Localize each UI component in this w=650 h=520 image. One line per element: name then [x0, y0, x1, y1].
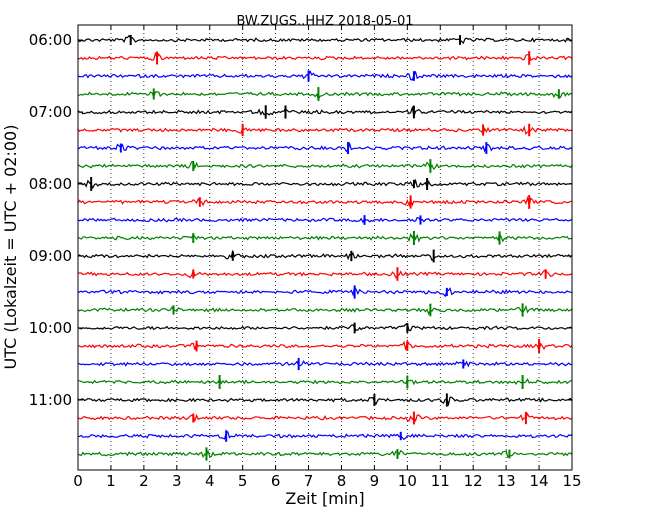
x-tick-label: 9 [370, 472, 380, 490]
x-tick-label: 8 [337, 472, 347, 490]
x-tick-labels: 0 1 2 3 4 5 6 7 8 9 10 11 12 13 14 15 [73, 472, 581, 490]
trace-1130 [77, 431, 573, 441]
x-tick-label: 7 [304, 472, 314, 490]
trace-0715 [77, 125, 573, 137]
y-axis-label: UTC (Lokalzeit = UTC + 02:00) [1, 125, 20, 370]
x-tick-label: 0 [73, 472, 83, 490]
y-tick-label: 10:00 [29, 319, 72, 337]
x-tick-label: 12 [464, 472, 483, 490]
x-tick-label: 11 [431, 472, 450, 490]
trace-0815 [77, 195, 573, 208]
trace-0700 [77, 105, 573, 119]
y-tick-label: 06:00 [29, 31, 72, 49]
grid-lines [110, 25, 540, 470]
trace-0730 [77, 141, 573, 153]
x-tick-label: 2 [139, 472, 149, 490]
trace-0930 [77, 285, 572, 298]
trace-0900 [77, 249, 573, 262]
y-tick-label: 11:00 [29, 391, 72, 409]
chart-title: BW.ZUGS..HHZ 2018-05-01 [236, 14, 413, 29]
x-tick-label: 14 [530, 472, 549, 490]
axis-ticks [77, 25, 573, 470]
trace-1030 [77, 359, 573, 368]
trace-1100 [77, 396, 573, 407]
trace-0915 [77, 268, 573, 279]
trace-0645 [77, 91, 573, 101]
x-tick-label: 4 [205, 472, 215, 490]
y-tick-label: 09:00 [29, 247, 72, 265]
y-tick-labels: 06:00 07:00 08:00 09:00 10:00 11:00 [29, 31, 72, 409]
x-axis-label: Zeit [min] [285, 489, 364, 508]
trace-group [77, 34, 573, 461]
x-tick-label: 5 [238, 472, 248, 490]
trace-1145 [77, 449, 573, 459]
trace-1115 [77, 412, 573, 423]
x-tick-label: 10 [398, 472, 417, 490]
x-tick-label: 1 [106, 472, 116, 490]
trace-0830 [77, 216, 573, 224]
y-tick-label: 08:00 [29, 175, 72, 193]
trace-0630 [77, 70, 573, 81]
plot-frame [77, 24, 573, 471]
x-tick-label: 3 [172, 472, 182, 490]
x-tick-label: 15 [562, 472, 581, 490]
trace-0600 [77, 34, 573, 45]
trace-0800 [77, 178, 573, 190]
trace-0845 [77, 232, 573, 243]
trace-0615 [77, 51, 573, 62]
y-tick-label: 07:00 [29, 103, 72, 121]
trace-1015 [77, 339, 573, 353]
x-tick-label: 13 [497, 472, 516, 490]
trace-1000 [77, 322, 573, 332]
trace-1045 [78, 377, 573, 386]
trace-0945 [77, 304, 573, 316]
x-tick-label: 6 [271, 472, 281, 490]
trace-0745 [77, 161, 573, 171]
